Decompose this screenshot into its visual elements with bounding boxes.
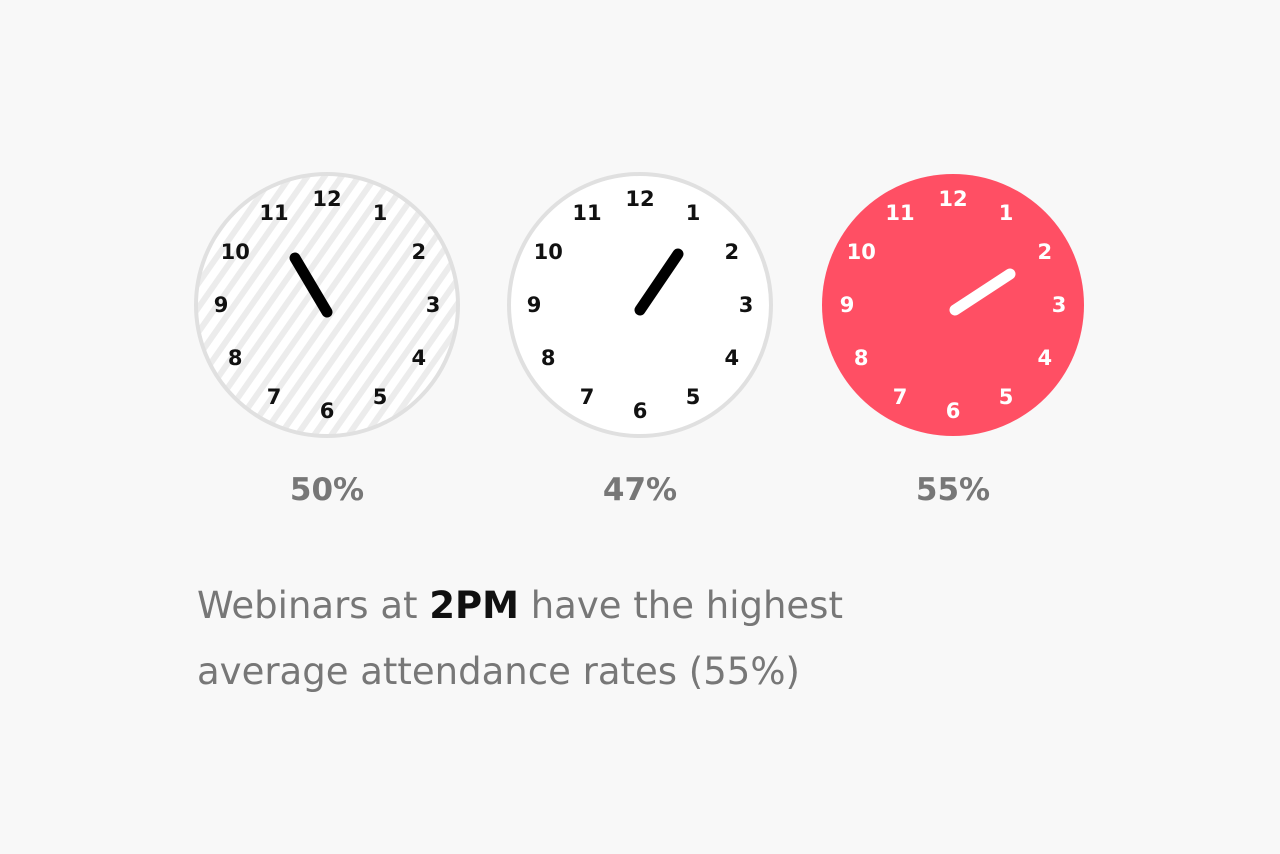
dial-number: 4 (1037, 346, 1052, 370)
caption-line: Webinars at 2PM have the highest (197, 584, 843, 627)
caption-line: average attendance rates (55%) (197, 650, 800, 693)
dial-number: 9 (527, 293, 542, 317)
dial-number: 5 (686, 385, 701, 409)
dial-number: 9 (840, 293, 855, 317)
dial-number: 10 (847, 240, 876, 264)
caption-highlight: 2PM (429, 584, 519, 627)
dial-number: 5 (999, 385, 1014, 409)
clock: 12 12 3 45 6 78 9 10 11 (194, 172, 460, 438)
dial-number: 11 (572, 201, 601, 225)
dial-number: 3 (426, 293, 441, 317)
dial-number: 11 (885, 201, 914, 225)
clock-hand (949, 268, 1016, 316)
dial-number: 6 (946, 399, 961, 423)
dial-number: 9 (214, 293, 229, 317)
clock-hand (289, 252, 333, 318)
dial-number: 12 (625, 187, 654, 211)
dial-number: 2 (411, 240, 426, 264)
dial-number: 4 (411, 346, 426, 370)
dial-number: 7 (580, 385, 595, 409)
dial-number: 4 (724, 346, 739, 370)
dial-number: 7 (267, 385, 282, 409)
caption-text: have the highest (519, 584, 843, 627)
dial-number: 12 (312, 187, 341, 211)
clock: 12 12 3 45 6 78 9 10 11 (822, 174, 1084, 436)
attendance-rate: 47% (603, 472, 677, 508)
dial-number: 10 (534, 240, 563, 264)
dial-number: 5 (373, 385, 388, 409)
clock-hand (634, 248, 684, 316)
dial-number: 12 (938, 187, 967, 211)
dial-number: 1 (686, 201, 701, 225)
clock: 12 12 3 45 6 78 9 10 11 (507, 172, 773, 438)
dial-number: 2 (1037, 240, 1052, 264)
dial-number: 8 (541, 346, 556, 370)
dial-number: 10 (221, 240, 250, 264)
dial-number: 6 (320, 399, 335, 423)
dial-number: 3 (739, 293, 754, 317)
attendance-rate: 50% (290, 472, 364, 508)
dial-number: 6 (633, 399, 648, 423)
dial-number: 1 (373, 201, 388, 225)
dial-number: 8 (854, 346, 869, 370)
dial-number: 8 (228, 346, 243, 370)
dial-number: 7 (893, 385, 908, 409)
dial-number: 2 (724, 240, 739, 264)
dial-number: 3 (1052, 293, 1067, 317)
caption-text: Webinars at (197, 584, 429, 627)
dial-number: 1 (999, 201, 1014, 225)
attendance-rate: 55% (916, 472, 990, 508)
dial-number: 11 (259, 201, 288, 225)
